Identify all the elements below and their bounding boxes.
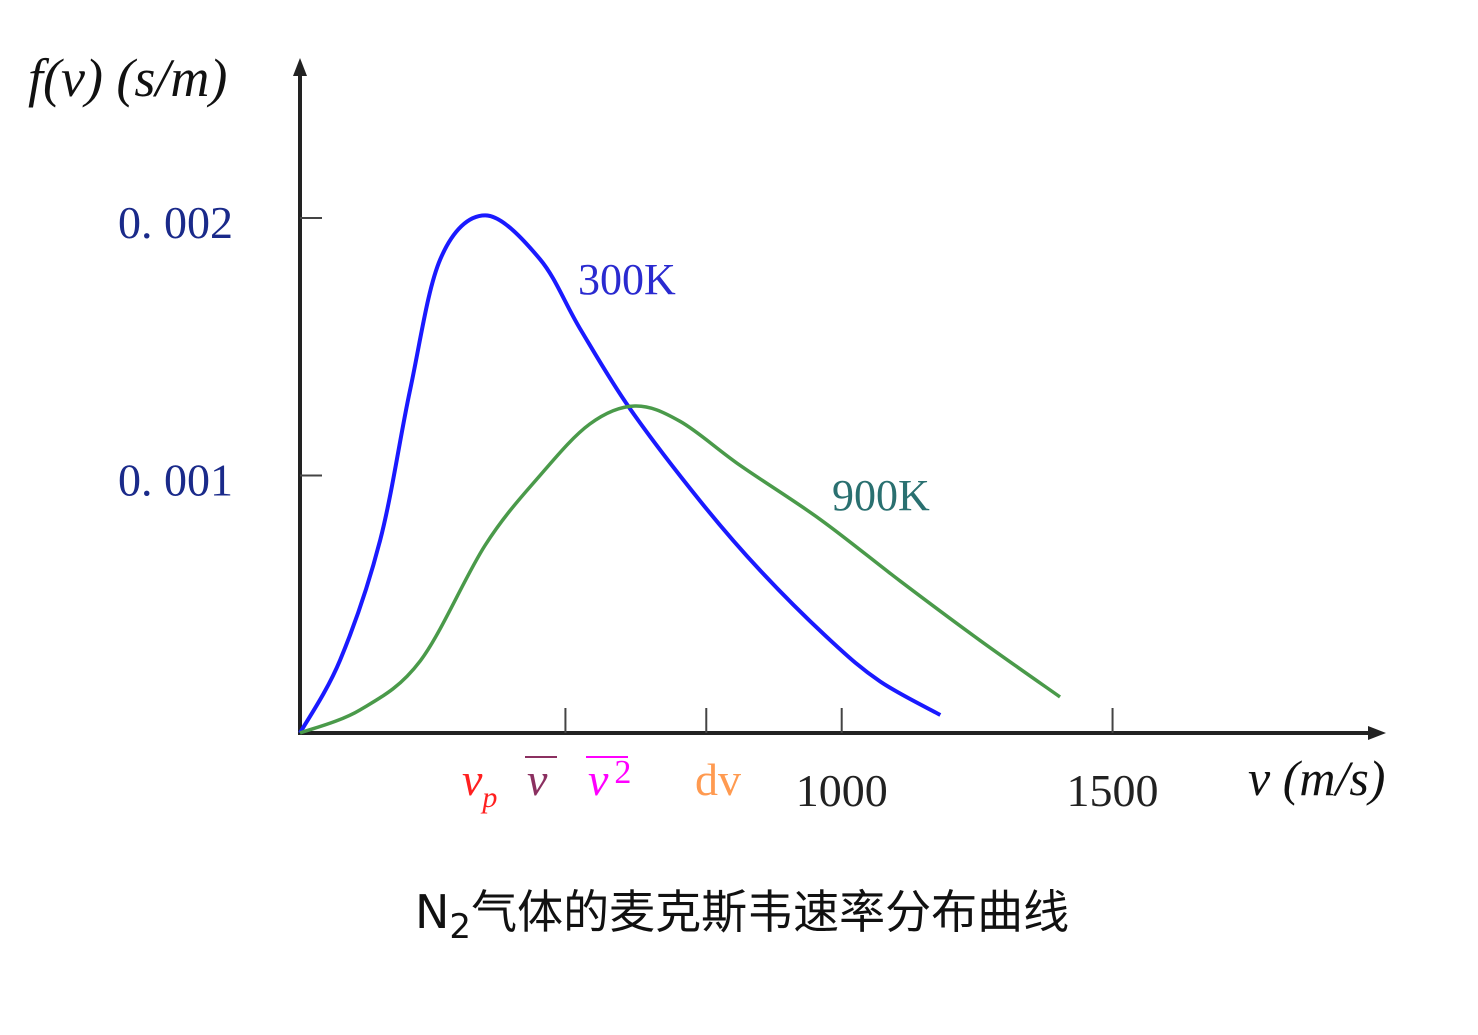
chart-title: N2气体的麦克斯韦速率分布曲线: [415, 885, 1069, 947]
axes: [293, 58, 1386, 740]
y-tick-label: 0. 001: [118, 455, 233, 506]
x-axis-arrow-icon: [1368, 726, 1386, 740]
series-label-900K: 900K: [832, 471, 930, 520]
velocity-label: dv: [695, 754, 741, 805]
chart-title-main: N: [415, 885, 449, 939]
y-tick-label: 0. 002: [118, 197, 233, 248]
series-line-900K: [299, 404, 1062, 735]
chart-title-rest: 气体的麦克斯韦速率分布曲线: [471, 885, 1069, 939]
series-line-300K: [298, 213, 942, 734]
series-label-300K: 300K: [578, 255, 676, 304]
x-tick-label: 1000: [796, 765, 888, 816]
x-tick-label: 1500: [1067, 765, 1159, 816]
velocity-label: vp: [462, 754, 497, 814]
y-axis-arrow-icon: [293, 58, 307, 76]
x-axis-label: v (m/s): [1248, 750, 1385, 806]
chart-title-sub: 2: [449, 907, 471, 947]
y-axis-label: f(v) (s/m): [28, 48, 227, 108]
velocity-label: v: [527, 754, 548, 805]
